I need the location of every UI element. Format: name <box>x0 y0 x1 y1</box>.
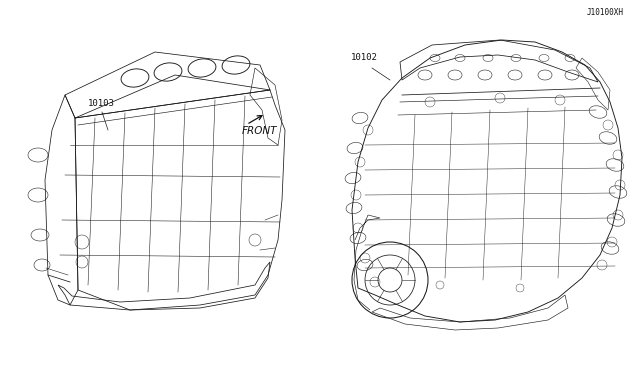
Text: 10103: 10103 <box>88 99 115 108</box>
Text: FRONT: FRONT <box>242 126 277 136</box>
Text: 10102: 10102 <box>351 53 378 62</box>
Text: J10100XH: J10100XH <box>587 8 624 17</box>
